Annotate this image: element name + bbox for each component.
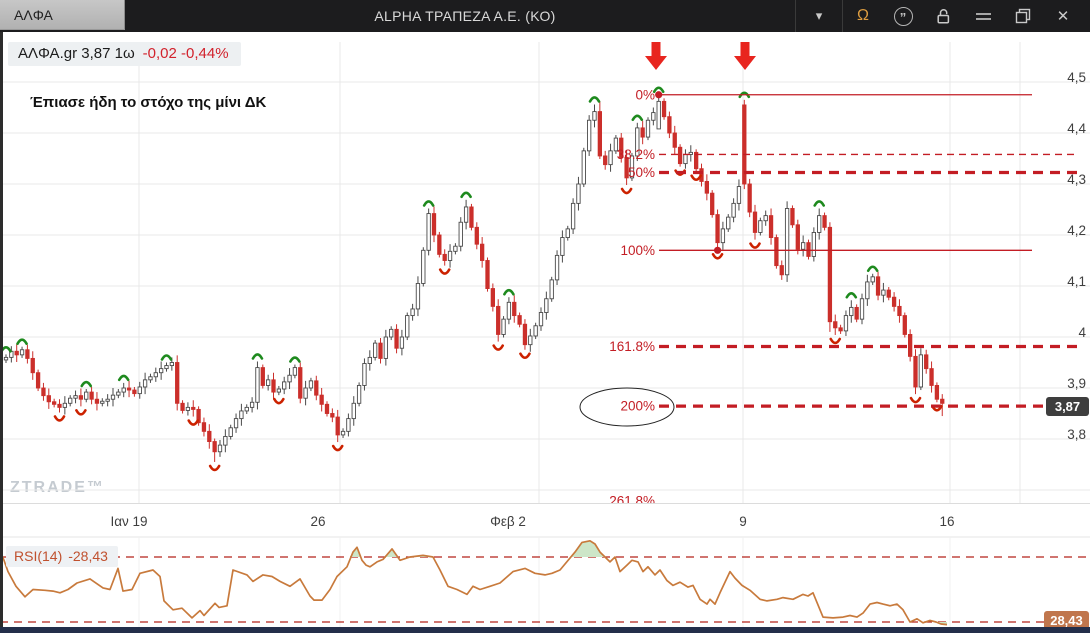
fractal-down-icon (519, 352, 531, 360)
x-tick-label: Ιαν 19 (110, 514, 147, 529)
fractal-down-icon (492, 344, 504, 351)
fib-anchor-dot (655, 91, 663, 99)
fractal-markers (0, 86, 943, 472)
fib-label: 100% (620, 243, 655, 258)
fractal-up-icon (460, 191, 472, 199)
y-tick-label: 4,1 (1067, 274, 1086, 289)
title-bar: ΑΛΦΑ ALPHA ΤΡΑΠΕΖΑ Α.Ε. (ΚΟ) ▾ Ω ” (0, 0, 1090, 32)
quote-change: -0,02 -0,44% (142, 45, 229, 62)
titlebar-controls: ▾ Ω ” (795, 0, 1083, 32)
restore-window-icon[interactable] (1003, 0, 1043, 32)
fractal-down-icon (273, 397, 285, 405)
fib-label: 38.2% (617, 147, 655, 162)
chevron-down-icon[interactable]: ▾ (795, 0, 843, 32)
rsi-overbought-fill (0, 540, 947, 557)
fib-label: 161.8% (609, 339, 655, 354)
fractal-up-icon (160, 354, 173, 361)
price-gridlines (0, 81, 1090, 491)
y-tick-label: 3,9 (1067, 376, 1086, 391)
y-tick-label: 4,3 (1067, 172, 1086, 187)
x-tick-label: 16 (939, 514, 954, 529)
fractal-down-icon (620, 187, 633, 195)
quote-icon[interactable]: ” (883, 0, 923, 32)
rsi-line (0, 539, 948, 626)
rsi-panel (0, 536, 1090, 627)
fractal-up-icon (503, 288, 515, 296)
menu-icon[interactable] (963, 0, 1003, 32)
fractal-up-icon (289, 356, 301, 363)
x-tick-label: 26 (310, 514, 325, 529)
unlock-icon[interactable] (923, 0, 963, 32)
sell-arrows (645, 42, 756, 70)
fractal-up-icon (813, 200, 825, 207)
down-arrow-icon (645, 42, 667, 70)
fractal-up-icon (117, 374, 130, 382)
fractal-up-icon (16, 338, 28, 345)
x-tick-label: Φεβ 2 (490, 514, 526, 529)
x-axis: Ιαν 19 26 Φεβ 2 9 16 (0, 503, 1090, 537)
window-title: ALPHA ΤΡΑΠΕΖΑ Α.Ε. (ΚΟ) (374, 8, 556, 24)
fractal-up-icon (866, 265, 879, 273)
fractal-down-icon (53, 415, 66, 422)
y-tick-label: 4,4 (1067, 121, 1086, 136)
y-tick-label: 4,2 (1067, 223, 1086, 238)
quote-ticker[interactable]: ΑΛΦΑ.gr 3,87 1ω -0,02 -0,44% (8, 42, 241, 66)
fractal-down-icon (75, 409, 87, 416)
fractal-up-icon (652, 86, 665, 94)
bottom-status-bar (0, 627, 1090, 633)
fractal-up-icon (845, 292, 858, 299)
highlight-ellipse (579, 387, 675, 427)
y-axis: 4,5 4,4 4,3 4,2 4,1 4 3,9 3,8 (1067, 70, 1086, 442)
down-arrow-icon (734, 42, 756, 70)
rsi-value: -28,43 (68, 548, 108, 564)
fib-label: 200% (620, 399, 655, 414)
rsi-indicator-label[interactable]: RSI(14) -28,43 (6, 546, 118, 567)
rsi-name: RSI(14) (14, 548, 63, 564)
candles (3, 94, 945, 462)
fractal-down-icon (749, 242, 761, 249)
y-tick-label: 4,5 (1067, 70, 1086, 85)
chart-annotation-text: Έπιασε ήδη το στόχο της μίνι ΔΚ (30, 94, 267, 111)
tab-symbol[interactable]: ΑΛΦΑ (0, 0, 125, 30)
fractal-down-icon (829, 337, 842, 345)
fib-label: 0% (635, 87, 655, 102)
fib-anchor-dot (714, 246, 722, 254)
time-gridlines (138, 42, 1021, 503)
fractal-down-icon (208, 464, 221, 472)
fractal-up-icon (738, 91, 751, 99)
last-price-badge: 3,87 (1046, 397, 1089, 416)
fractal-down-icon (187, 419, 200, 426)
fractal-down-icon (909, 396, 922, 404)
fractal-up-icon (251, 353, 264, 360)
fractal-down-icon (331, 444, 344, 452)
fractal-down-icon (438, 268, 451, 275)
fractal-up-icon (80, 380, 93, 388)
rsi-oversold-fill (0, 622, 947, 625)
rsi-value-badge: 28,43 (1044, 611, 1089, 630)
fractal-down-icon (711, 253, 724, 260)
fibonacci-levels: 0%38.2%50%100%161.8%200%261.8% (609, 87, 1078, 509)
close-icon[interactable]: ✕ (1056, 8, 1070, 25)
fractal-up-icon (588, 96, 601, 103)
y-tick-label: 4 (1078, 325, 1086, 340)
x-tick-label: 9 (739, 514, 747, 529)
omega-indicator-icon[interactable]: Ω (857, 7, 869, 24)
quote-symbol-price: ΑΛΦΑ.gr 3,87 1ω (18, 45, 135, 62)
fractal-up-icon (422, 200, 435, 207)
fib-label: 50% (628, 165, 655, 180)
y-tick-label: 3,8 (1067, 427, 1086, 442)
window-left-edge (0, 32, 3, 627)
fractal-up-icon (631, 114, 644, 122)
fractal-down-icon (690, 174, 702, 182)
ztrade-watermark: ZTRADE™ (10, 479, 105, 496)
